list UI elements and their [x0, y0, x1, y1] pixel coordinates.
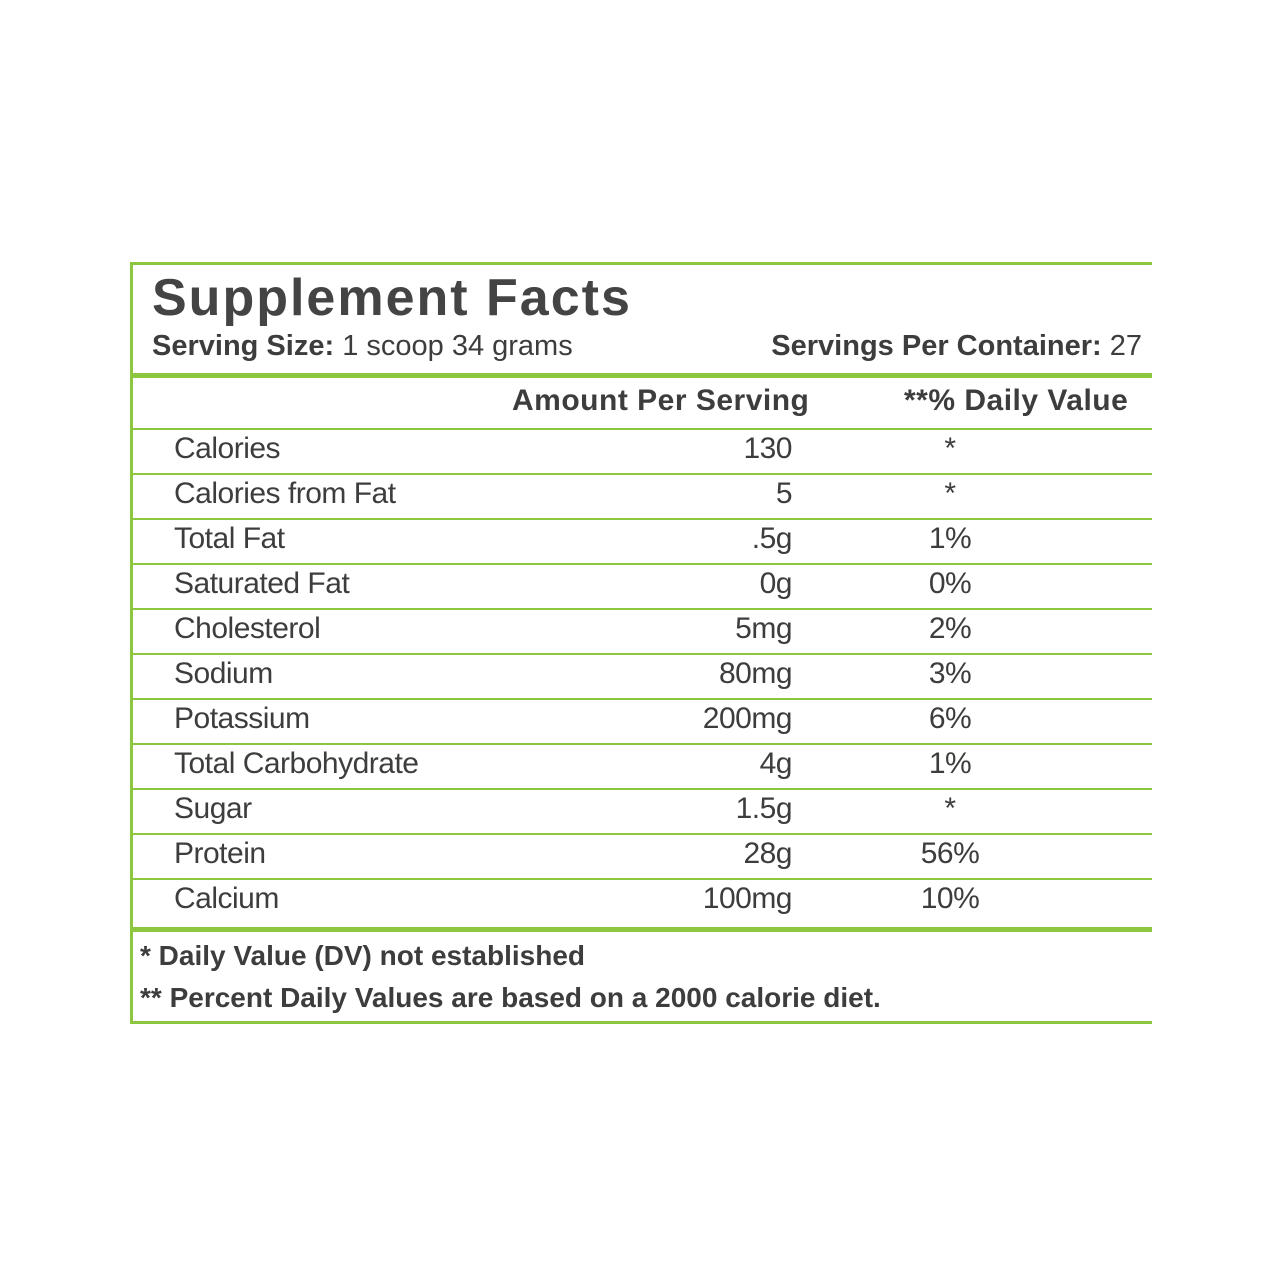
row-line: [130, 518, 1152, 520]
divider: [130, 373, 1152, 378]
daily-value: 3%: [928, 657, 972, 690]
amount: 200mg: [702, 702, 793, 735]
nutrient-name: Total Fat: [174, 522, 285, 555]
title: Supplement Facts: [152, 269, 632, 327]
serving-size: Serving Size: 1 scoop 34 grams: [152, 330, 573, 363]
row-line: [130, 698, 1152, 700]
servings-label: Servings Per Container:: [771, 330, 1102, 362]
amount: 0g: [759, 567, 793, 600]
amount: .5g: [751, 522, 793, 555]
label-box: [130, 262, 1152, 1024]
row-line: [130, 878, 1152, 880]
daily-value: 1%: [928, 522, 972, 555]
row-line: [130, 833, 1152, 835]
daily-value: 56%: [920, 837, 980, 870]
amount: 4g: [759, 747, 793, 780]
daily-value: 1%: [928, 747, 972, 780]
daily-value: *: [944, 792, 956, 825]
daily-value: *: [944, 477, 956, 510]
servings-per-container: Servings Per Container: 27: [771, 330, 1142, 363]
footnote: * Daily Value (DV) not established: [140, 940, 586, 971]
nutrient-name: Protein: [174, 837, 266, 870]
row-line: [130, 788, 1152, 790]
nutrient-name: Cholesterol: [174, 612, 321, 645]
amount: 100mg: [702, 882, 793, 915]
row-line: [130, 653, 1152, 655]
daily-value: *: [944, 432, 956, 465]
row-line: [130, 608, 1152, 610]
daily-value: 6%: [928, 702, 972, 735]
footnote: ** Percent Daily Values are based on a 2…: [140, 982, 881, 1013]
amount: 1.5g: [735, 792, 793, 825]
amount: 5: [775, 477, 793, 510]
nutrient-name: Calories from Fat: [174, 477, 396, 510]
serving-size-label: Serving Size:: [152, 330, 335, 362]
nutrient-name: Potassium: [174, 702, 310, 735]
daily-value: 2%: [928, 612, 972, 645]
amount: 130: [743, 432, 792, 465]
divider: [130, 927, 1152, 932]
amount: 28g: [743, 837, 792, 870]
row-line: [130, 563, 1152, 565]
daily-value: 10%: [920, 882, 980, 915]
nutrient-name: Saturated Fat: [174, 567, 350, 600]
nutrient-name: Calcium: [174, 882, 279, 915]
row-line: [130, 473, 1152, 475]
nutrient-name: Calories: [174, 432, 281, 465]
row-line: [130, 743, 1152, 745]
servings-value: 27: [1109, 330, 1142, 362]
header-dv: **% Daily Value: [904, 384, 1129, 417]
amount: 5mg: [735, 612, 792, 645]
nutrient-name: Sodium: [174, 657, 273, 690]
nutrient-name: Total Carbohydrate: [174, 747, 419, 780]
nutrient-name: Sugar: [174, 792, 252, 825]
row-line: [130, 428, 1152, 430]
serving-size-value: 1 scoop 34 grams: [342, 330, 573, 362]
header-amount: Amount Per Serving: [512, 384, 810, 417]
daily-value: 0%: [928, 567, 972, 600]
amount: 80mg: [718, 657, 793, 690]
